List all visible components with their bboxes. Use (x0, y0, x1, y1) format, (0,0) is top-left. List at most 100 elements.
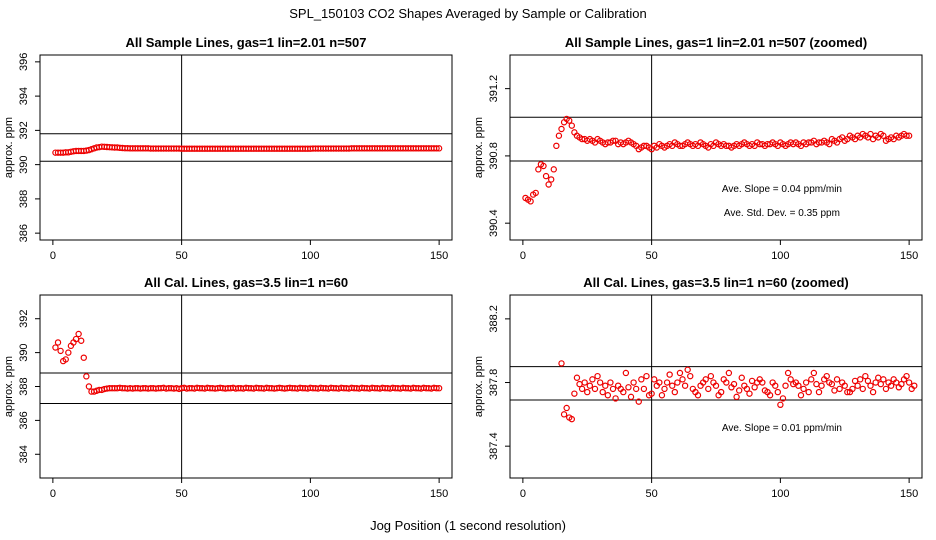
data-point (905, 379, 913, 386)
data-point (83, 373, 90, 380)
data-point (75, 330, 82, 338)
x-tick-label: 150 (900, 488, 918, 500)
data-point (666, 371, 673, 378)
data-point (566, 117, 573, 124)
data-point (435, 145, 443, 152)
y-tick-label: 384 (18, 445, 30, 463)
data-point (777, 401, 784, 408)
data-point (676, 369, 684, 377)
data-point (578, 385, 586, 393)
data-point (632, 385, 640, 393)
data-point (640, 385, 648, 393)
y-tick-label: 390.8 (488, 142, 500, 170)
data-point (586, 382, 594, 389)
y-tick-label: 396 (18, 53, 30, 71)
y-tick-label: 386 (18, 224, 30, 242)
x-tick-label: 50 (176, 250, 188, 262)
data-point (854, 382, 861, 389)
data-point (787, 376, 794, 383)
data-point (815, 388, 823, 396)
data-point (738, 374, 745, 381)
data-point (52, 344, 59, 351)
x-tick-label: 50 (646, 488, 658, 500)
data-point (730, 380, 738, 388)
data-point (553, 142, 560, 150)
data-point (772, 382, 779, 389)
y-axis-label: approx. ppm (3, 356, 15, 417)
data-point (568, 122, 576, 129)
data-point (80, 354, 87, 361)
data-point (687, 372, 694, 380)
data-point (663, 379, 671, 386)
data-point (844, 388, 851, 396)
data-point (589, 376, 596, 383)
data-point (681, 382, 689, 389)
data-point (823, 372, 830, 380)
x-tick-label: 0 (50, 250, 56, 262)
y-tick-label: 391.2 (488, 75, 500, 103)
data-point (805, 388, 812, 396)
data-point (568, 415, 576, 423)
annotation-text: Ave. Slope = 0.01 ppm/min (722, 423, 842, 434)
data-point (875, 374, 882, 381)
data-point (625, 384, 632, 391)
data-point (813, 380, 820, 388)
data-point (648, 390, 655, 397)
data-point (527, 198, 534, 205)
data-point (751, 384, 758, 391)
y-tick-label: 388 (18, 190, 30, 208)
data-point (54, 339, 62, 346)
data-point (869, 388, 877, 396)
x-tick-label: 0 (50, 488, 56, 500)
y-tick-label: 390 (18, 343, 30, 361)
data-point (596, 379, 604, 386)
panel-title: All Cal. Lines, gas=3.5 lin=1 n=60 (zoom… (583, 275, 849, 290)
data-point (784, 369, 792, 377)
data-point (433, 384, 440, 392)
plot-panel-2: All Sample Lines, gas=1 lin=2.01 n=507 (… (473, 35, 923, 262)
plot-frame (39, 54, 453, 241)
y-axis-label: approx. ppm (473, 356, 485, 417)
data-point (862, 372, 869, 380)
plot-frame (509, 54, 923, 241)
y-tick-label: 387.8 (488, 369, 500, 397)
data-point (746, 390, 753, 397)
figure-x-axis-label: Jog Position (1 second resolution) (370, 518, 566, 533)
data-point (911, 382, 918, 389)
data-point (802, 379, 810, 386)
data-point (630, 379, 637, 386)
data-point (594, 372, 601, 380)
data-point (560, 411, 568, 418)
data-point (661, 385, 668, 393)
data-point (622, 369, 630, 377)
data-point (85, 383, 93, 390)
data-point (658, 392, 666, 399)
data-point (864, 377, 872, 385)
data-point (550, 166, 557, 173)
data-point (679, 376, 686, 383)
data-point (859, 385, 866, 393)
data-point (880, 376, 887, 383)
annotation-text: Ave. Std. Dev. = 0.35 ppm (724, 208, 840, 219)
data-point (532, 189, 539, 197)
data-point (735, 387, 743, 394)
data-point (57, 347, 64, 355)
y-tick-label: 392 (18, 310, 30, 328)
data-point (898, 380, 905, 388)
data-point (651, 376, 658, 383)
data-point (808, 376, 815, 383)
data-point (712, 382, 720, 389)
data-point (887, 382, 895, 389)
data-point (836, 385, 843, 393)
x-tick-label: 100 (301, 250, 319, 262)
data-point (656, 379, 663, 386)
y-tick-label: 387.4 (488, 432, 500, 460)
data-point (705, 385, 712, 393)
data-point (766, 392, 774, 399)
data-point (599, 388, 606, 396)
data-point (558, 360, 565, 367)
data-point (535, 166, 542, 173)
data-point (584, 388, 591, 396)
data-point (903, 132, 910, 139)
